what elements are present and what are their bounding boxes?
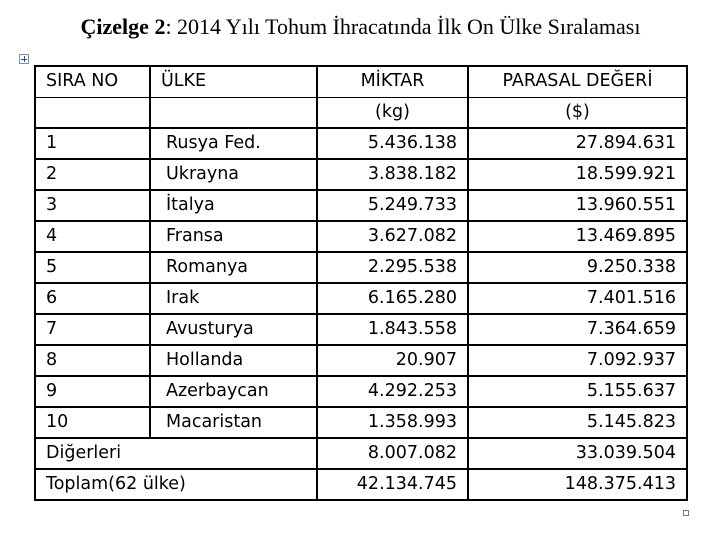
amount-cell: 5.249.733 — [316, 189, 469, 222]
value-cell: 5.155.637 — [467, 375, 688, 408]
header-row: SIRA NO ÜLKE MİKTAR PARASAL DEĞERİ — [34, 65, 688, 98]
rank-cell: 2 — [34, 158, 151, 191]
country-cell: Macaristan — [149, 406, 318, 439]
amount-cell: 1.843.558 — [316, 313, 469, 346]
value-cell: 18.599.921 — [467, 158, 688, 191]
table-row: 6 Irak 6.165.280 7.401.516 — [34, 282, 688, 315]
rank-cell: 9 — [34, 375, 151, 408]
table-row: 7 Avusturya 1.843.558 7.364.659 — [34, 313, 688, 346]
amount-cell: 3.838.182 — [316, 158, 469, 191]
value-cell: 13.960.551 — [467, 189, 688, 222]
table-move-handle-icon[interactable] — [19, 54, 29, 64]
others-row-amount: 8.007.082 — [316, 437, 469, 470]
caption-text: : 2014 Yılı Tohum İhracatında İlk On Ülk… — [165, 14, 641, 39]
value-cell: 27.894.631 — [467, 127, 688, 160]
rank-cell: 6 — [34, 282, 151, 315]
amount-cell: 1.358.993 — [316, 406, 469, 439]
country-cell: Azerbaycan — [149, 375, 318, 408]
table-caption: Çizelge 2: 2014 Yılı Tohum İhracatında İ… — [0, 12, 721, 42]
others-row: Diğerleri 8.007.082 33.039.504 — [34, 437, 688, 470]
header-unit-row: (kg) ($) — [34, 96, 688, 129]
total-row-amount: 42.134.745 — [316, 468, 469, 501]
country-cell: Irak — [149, 282, 318, 315]
caption-label: Çizelge 2 — [80, 14, 166, 39]
total-row: Toplam(62 ülke) 42.134.745 148.375.413 — [34, 468, 688, 501]
table-row: 8 Hollanda 20.907 7.092.937 — [34, 344, 688, 377]
amount-cell: 20.907 — [316, 344, 469, 377]
country-cell: Romanya — [149, 251, 318, 284]
header-sira-no: SIRA NO — [34, 65, 151, 98]
country-cell: Avusturya — [149, 313, 318, 346]
seed-export-table: SIRA NO ÜLKE MİKTAR PARASAL DEĞERİ (kg) … — [34, 65, 688, 501]
header-unit-empty — [34, 96, 151, 129]
country-cell: Hollanda — [149, 344, 318, 377]
table-row: 1 Rusya Fed. 5.436.138 27.894.631 — [34, 127, 688, 160]
rank-cell: 4 — [34, 220, 151, 253]
value-cell: 7.364.659 — [467, 313, 688, 346]
value-cell: 7.401.516 — [467, 282, 688, 315]
amount-cell: 3.627.082 — [316, 220, 469, 253]
total-row-label: Toplam(62 ülke) — [34, 468, 318, 501]
others-row-value: 33.039.504 — [467, 437, 688, 470]
header-ulke: ÜLKE — [149, 65, 318, 98]
header-miktar: MİKTAR — [316, 65, 469, 98]
table-row: 9 Azerbaycan 4.292.253 5.155.637 — [34, 375, 688, 408]
rank-cell: 5 — [34, 251, 151, 284]
table-row: 2 Ukrayna 3.838.182 18.599.921 — [34, 158, 688, 191]
amount-cell: 4.292.253 — [316, 375, 469, 408]
header-parasal-unit: ($) — [467, 96, 688, 129]
others-row-label: Diğerleri — [34, 437, 318, 470]
table-row: 4 Fransa 3.627.082 13.469.895 — [34, 220, 688, 253]
amount-cell: 6.165.280 — [316, 282, 469, 315]
value-cell: 9.250.338 — [467, 251, 688, 284]
value-cell: 5.145.823 — [467, 406, 688, 439]
value-cell: 13.469.895 — [467, 220, 688, 253]
header-miktar-unit: (kg) — [316, 96, 469, 129]
amount-cell: 2.295.538 — [316, 251, 469, 284]
rank-cell: 10 — [34, 406, 151, 439]
table-row: 3 İtalya 5.249.733 13.960.551 — [34, 189, 688, 222]
country-cell: Rusya Fed. — [149, 127, 318, 160]
rank-cell: 7 — [34, 313, 151, 346]
country-cell: Ukrayna — [149, 158, 318, 191]
table-row: 5 Romanya 2.295.538 9.250.338 — [34, 251, 688, 284]
total-row-value: 148.375.413 — [467, 468, 688, 501]
header-parasal-degeri: PARASAL DEĞERİ — [467, 65, 688, 98]
country-cell: İtalya — [149, 189, 318, 222]
table-row: 10 Macaristan 1.358.993 5.145.823 — [34, 406, 688, 439]
amount-cell: 5.436.138 — [316, 127, 469, 160]
country-cell: Fransa — [149, 220, 318, 253]
rank-cell: 1 — [34, 127, 151, 160]
table-resize-handle[interactable] — [683, 510, 689, 516]
value-cell: 7.092.937 — [467, 344, 688, 377]
rank-cell: 3 — [34, 189, 151, 222]
rank-cell: 8 — [34, 344, 151, 377]
header-unit-empty — [149, 96, 318, 129]
